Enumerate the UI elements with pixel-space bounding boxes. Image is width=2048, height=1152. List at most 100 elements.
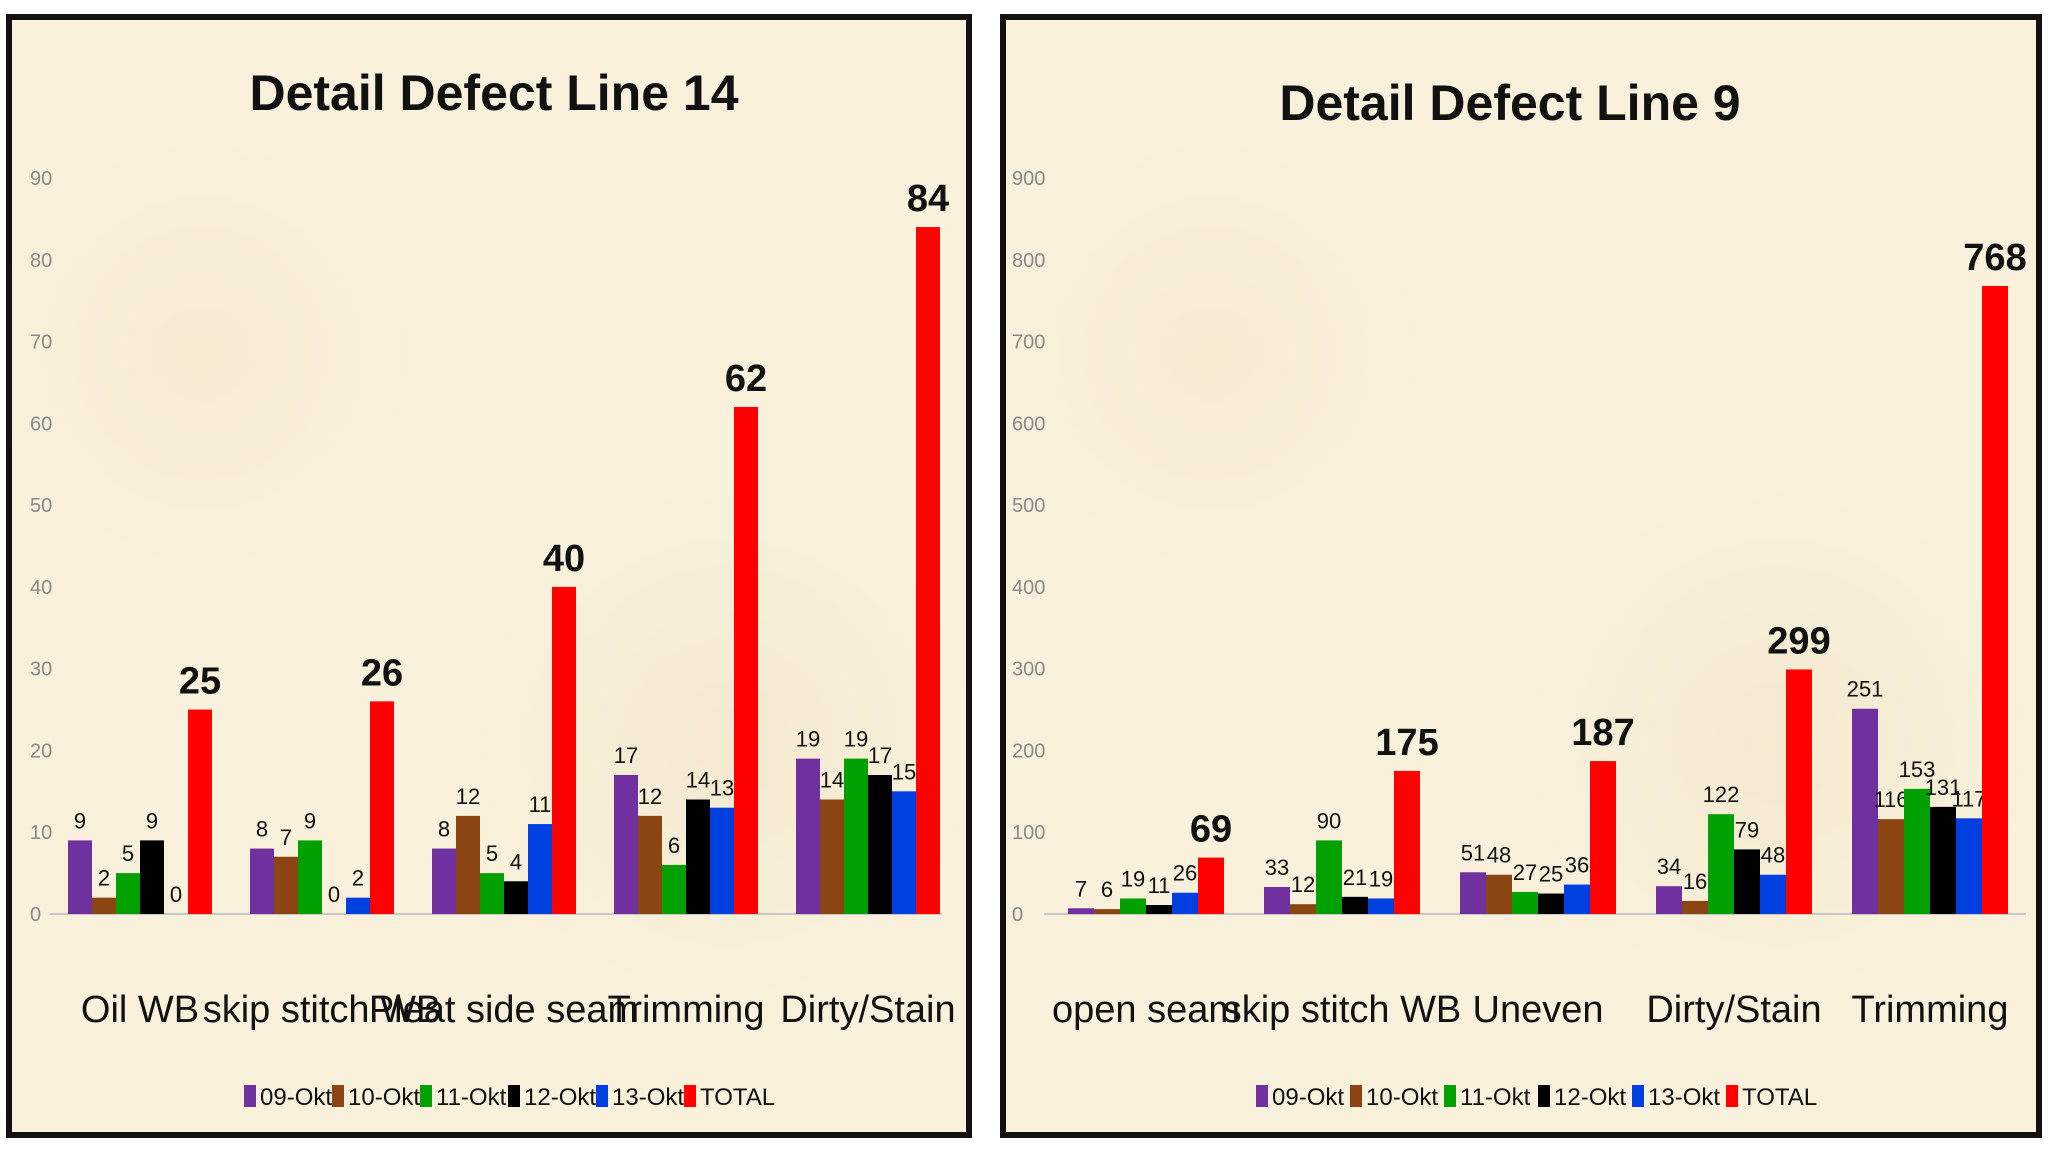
bar-open-seam-12-okt <box>1146 905 1172 914</box>
bar-oil-wb-total <box>188 709 212 914</box>
bar-trimming-total <box>734 406 758 914</box>
bar-pleat-side-seam-11-okt <box>480 873 504 914</box>
legend-label-10-okt: 10-Okt <box>348 1084 420 1111</box>
legend-label-total: TOTAL <box>1742 1084 1817 1111</box>
bar-skip-stitch-wb-12-okt <box>1342 896 1368 914</box>
data-label-dirty-stain-10-okt: 16 <box>1683 869 1707 894</box>
data-label-open-seam-13-okt: 26 <box>1173 861 1197 886</box>
data-label-oil-wb-12-okt: 9 <box>146 808 158 833</box>
bar-skip-stitch-wb-13-okt <box>346 897 370 914</box>
bar-trimming-10-okt <box>638 815 662 914</box>
legend-swatch-12-okt <box>1538 1085 1550 1107</box>
data-label-open-seam-09-okt: 7 <box>1075 876 1087 901</box>
bar-dirty-stain-09-okt <box>1656 886 1682 914</box>
data-label-uneven-10-okt: 48 <box>1487 843 1511 868</box>
data-label-dirty-stain-12-okt: 79 <box>1735 817 1759 842</box>
x-category-label: Trimming <box>608 989 765 1031</box>
x-category-label: Dirty/Stain <box>1646 989 1821 1031</box>
y-tick-label: 10 <box>30 822 52 844</box>
data-label-dirty-stain-12-okt: 17 <box>868 743 892 768</box>
bar-open-seam-11-okt <box>1120 898 1146 914</box>
bar-trimming-12-okt <box>1930 806 1956 914</box>
data-label-open-seam-12-okt: 11 <box>1148 873 1171 898</box>
bar-trimming-11-okt <box>662 864 686 914</box>
y-tick-label: 20 <box>30 740 52 762</box>
y-tick-label: 600 <box>1012 413 1045 435</box>
data-label-pleat-side-seam-total: 40 <box>543 538 585 580</box>
bar-skip-stitch-wb-total <box>1394 770 1420 914</box>
y-tick-label: 50 <box>30 495 52 517</box>
bar-trimming-12-okt <box>686 799 710 914</box>
bar-dirty-stain-total <box>916 227 940 915</box>
y-tick-label: 80 <box>30 250 52 272</box>
data-label-trimming-10-okt: 116 <box>1873 787 1908 812</box>
legend-label-11-okt: 11-Okt <box>436 1084 507 1111</box>
data-label-uneven-12-okt: 25 <box>1539 862 1563 887</box>
data-label-dirty-stain-10-okt: 14 <box>820 768 844 793</box>
bar-open-seam-13-okt <box>1172 892 1198 914</box>
x-category-label: Oil WB <box>81 989 199 1031</box>
y-tick-label: 30 <box>30 659 52 681</box>
data-label-uneven-11-okt: 27 <box>1513 860 1537 885</box>
data-label-skip-stitch-wb-13-okt: 2 <box>352 866 364 891</box>
y-tick-label: 0 <box>30 904 41 926</box>
data-label-dirty-stain-09-okt: 34 <box>1657 854 1681 879</box>
y-tick-label: 300 <box>1012 659 1045 681</box>
data-label-skip-stitch-wb-13-okt: 19 <box>1369 866 1393 891</box>
bar-dirty-stain-11-okt <box>1708 814 1734 914</box>
bar-uneven-12-okt <box>1538 893 1564 914</box>
data-label-trimming-09-okt: 251 <box>1847 677 1884 702</box>
legend-swatch-total <box>684 1085 696 1107</box>
bar-dirty-stain-12-okt <box>1734 849 1760 914</box>
bar-pleat-side-seam-13-okt <box>528 824 552 914</box>
legend-swatch-09-okt <box>1256 1085 1268 1107</box>
bar-dirty-stain-10-okt <box>1682 900 1708 914</box>
chart-line-14: Detail Defect Line 140102030405060708090… <box>30 65 956 1111</box>
data-label-pleat-side-seam-13-okt: 11 <box>529 792 552 817</box>
legend-label-10-okt: 10-Okt <box>1366 1084 1438 1111</box>
x-category-label: Dirty/Stain <box>780 989 955 1031</box>
bar-dirty-stain-11-okt <box>844 758 868 914</box>
data-label-skip-stitch-wb-11-okt: 90 <box>1317 808 1341 833</box>
bar-trimming-09-okt <box>614 774 638 914</box>
data-label-oil-wb-13-okt: 0 <box>170 882 182 907</box>
data-label-uneven-09-okt: 51 <box>1461 840 1485 865</box>
data-label-dirty-stain-09-okt: 19 <box>796 727 820 752</box>
bar-trimming-13-okt <box>1956 818 1982 914</box>
data-label-skip-stitch-wb-total: 175 <box>1375 722 1438 764</box>
legend-swatch-total <box>1726 1085 1738 1107</box>
bar-pleat-side-seam-total <box>552 586 576 914</box>
chart-line-9: Detail Defect Line 9 0 100 200 300 400 500 600 7… <box>1012 75 2027 1111</box>
data-label-trimming-12-okt: 131 <box>1925 775 1962 800</box>
bar-open-seam-10-okt <box>1094 909 1120 914</box>
legend-label-13-okt: 13-Okt <box>1648 1084 1720 1111</box>
data-label-open-seam-11-okt: 19 <box>1121 866 1145 891</box>
data-label-dirty-stain-13-okt: 48 <box>1761 843 1785 868</box>
bar-dirty-stain-09-okt <box>796 758 820 914</box>
legend-swatch-13-okt <box>596 1085 608 1107</box>
data-label-trimming-13-okt: 13 <box>710 776 734 801</box>
data-label-skip-stitch-wb-total: 26 <box>361 652 403 694</box>
bar-skip-stitch-wb-total <box>370 701 394 914</box>
data-label-dirty-stain-total: 299 <box>1767 620 1830 662</box>
data-label-uneven-total: 187 <box>1571 712 1634 754</box>
y-tick-label: 700 <box>1012 332 1045 354</box>
x-category-label: open seam <box>1052 989 1240 1031</box>
data-label-pleat-side-seam-11-okt: 5 <box>486 841 498 866</box>
data-label-pleat-side-seam-09-okt: 8 <box>438 817 450 842</box>
bar-dirty-stain-12-okt <box>868 774 892 914</box>
data-label-dirty-stain-total: 84 <box>907 178 949 220</box>
y-tick-label: 70 <box>30 332 52 354</box>
bar-dirty-stain-13-okt <box>1760 874 1786 914</box>
data-label-skip-stitch-wb-12-okt: 21 <box>1343 865 1367 890</box>
bar-oil-wb-11-okt <box>116 873 140 914</box>
data-label-trimming-total: 62 <box>725 358 767 400</box>
bar-pleat-side-seam-10-okt <box>456 815 480 914</box>
data-label-dirty-stain-11-okt: 122 <box>1703 782 1740 807</box>
legend-label-09-okt: 09-Okt <box>1272 1084 1344 1111</box>
x-category-label: skip stitch WB <box>203 989 442 1031</box>
x-category-label: Pleat side seam <box>369 989 639 1031</box>
data-label-skip-stitch-wb-10-okt: 12 <box>1291 872 1315 897</box>
data-label-oil-wb-09-okt: 9 <box>74 808 86 833</box>
y-tick-label: 100 <box>1012 822 1045 844</box>
